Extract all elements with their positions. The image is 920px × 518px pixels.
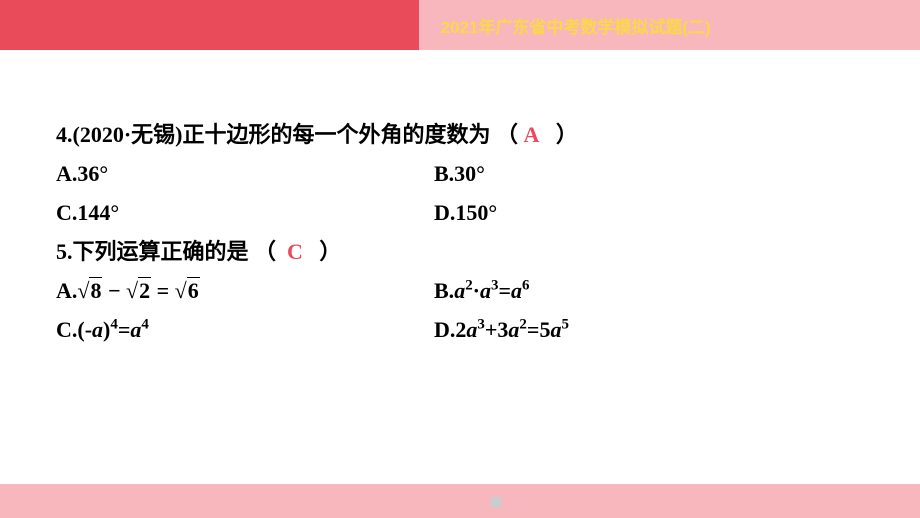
q5b-e2: 3	[491, 278, 498, 294]
q5b-e1: 2	[465, 278, 472, 294]
question-5-stem: 5.下列运算正确的是 （ C ）	[56, 232, 870, 271]
q5a-label: A.	[56, 278, 77, 303]
q5d-a2: a	[508, 317, 519, 342]
q5-text: 下列运算正确的是	[73, 239, 249, 264]
q5d-label: D.	[434, 317, 455, 342]
q5-option-d: D.2a3+3a2=5a5	[434, 310, 870, 349]
q5d-plus: +3	[485, 317, 509, 342]
q5a-eq: =	[151, 278, 175, 303]
q4-options-row1: A.36° B.30°	[56, 154, 870, 193]
pagination-dot-icon	[490, 496, 502, 508]
header-bar: 2021年广东省中考数学模拟试题(二)	[0, 0, 920, 50]
q4-prefix: 4.(2020·无锡)	[56, 122, 183, 147]
header-left-block	[0, 0, 419, 50]
q5c-a1: a	[92, 317, 103, 342]
q4-option-c: C.144°	[56, 193, 434, 232]
q4-option-d: D.150°	[434, 193, 870, 232]
q5a-minus: −	[102, 278, 126, 303]
q5c-a2: a	[130, 317, 141, 342]
q5d-c1: 2	[455, 317, 466, 342]
content-area: 4.(2020·无锡)正十边形的每一个外角的度数为 （ A ） A.36° B.…	[0, 50, 920, 349]
q5c-label: C.	[56, 317, 77, 342]
q5b-a2: a	[480, 278, 491, 303]
q5d-e3: 5	[561, 317, 568, 333]
header-right-block: 2021年广东省中考数学模拟试题(二)	[419, 0, 920, 50]
q5d-a1: a	[466, 317, 477, 342]
q5c-e1: 4	[110, 317, 117, 333]
q5-prefix: 5.	[56, 239, 73, 264]
q5d-eq: =5	[527, 317, 551, 342]
q5a-rad3: 6	[187, 277, 200, 303]
q4-text: 正十边形的每一个外角的度数为	[183, 122, 491, 147]
footer-bar	[0, 484, 920, 518]
q5-option-b: B.a2·a3=a6	[434, 271, 870, 310]
q5b-dot: ·	[473, 278, 480, 303]
q5-paren-close: ）	[319, 239, 341, 264]
q4-option-b: B.30°	[434, 154, 870, 193]
q5d-a3: a	[550, 317, 561, 342]
q5c-e2: 4	[141, 317, 148, 333]
sqrt-icon: 8	[77, 271, 102, 310]
q5c-eq: =	[118, 317, 131, 342]
q4-paren-open: （	[496, 122, 518, 147]
q5a-rad1: 8	[89, 277, 102, 303]
q4-option-a: A.36°	[56, 154, 434, 193]
q5b-eq: =	[499, 278, 512, 303]
q5b-a3: a	[511, 278, 522, 303]
q5-options-row1: A.8 − 2 = 6 B.a2·a3=a6	[56, 271, 870, 310]
q5b-e3: 6	[522, 278, 529, 294]
q4-answer: A	[524, 122, 540, 147]
q5a-rad2: 2	[138, 277, 151, 303]
q4-paren-close: ）	[556, 122, 578, 147]
q5-paren-open: （	[254, 239, 276, 264]
q5b-label: B.	[434, 278, 454, 303]
q5-option-c: C.(-a)4=a4	[56, 310, 434, 349]
sqrt-icon: 2	[126, 271, 151, 310]
question-4-stem: 4.(2020·无锡)正十边形的每一个外角的度数为 （ A ）	[56, 115, 870, 154]
q5-options-row2: C.(-a)4=a4 D.2a3+3a2=5a5	[56, 310, 870, 349]
header-title: 2021年广东省中考数学模拟试题(二)	[441, 13, 711, 38]
q5c-lp: (-	[77, 317, 92, 342]
q5b-a1: a	[454, 278, 465, 303]
q5-answer: C	[287, 239, 303, 264]
sqrt-icon: 6	[175, 271, 200, 310]
q5-option-a: A. 8 − 2 = 6	[56, 271, 434, 310]
q5d-e2: 2	[519, 317, 526, 333]
q4-options-row2: C.144° D.150°	[56, 193, 870, 232]
q5d-e1: 3	[477, 317, 484, 333]
